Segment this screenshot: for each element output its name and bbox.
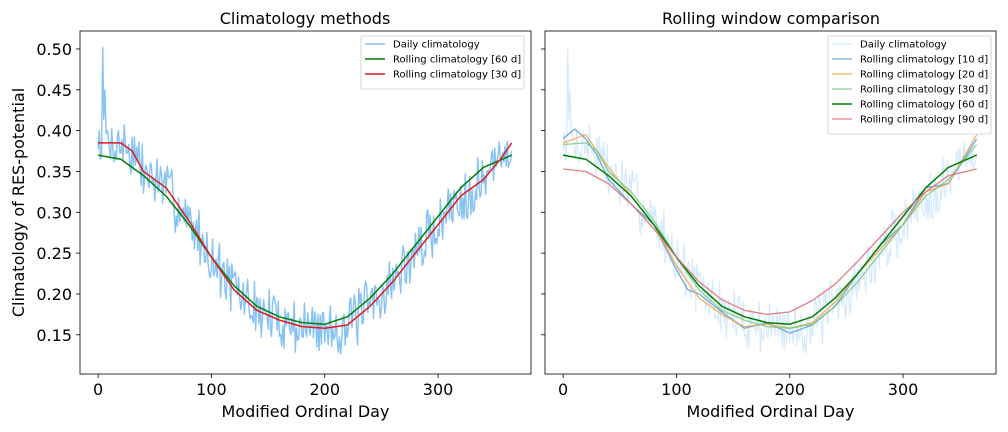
x-tick-label: 100 [196,380,227,399]
x-tick-label: 0 [558,380,568,399]
y-tick-label: 0.15 [36,326,72,345]
legend-label: Daily climatology [393,40,480,51]
legend: Daily climatology Rolling climatology [60… [360,35,525,90]
x-tick-label: 100 [661,380,692,399]
x-tick-label: 200 [774,380,805,399]
x-tick-label: 0 [93,380,103,399]
x-tick-label: 300 [888,380,919,399]
legend-box [360,35,525,90]
axes-frame [544,30,997,375]
x-axis-label: Modified Ordinal Day [687,402,855,421]
legend-label: Rolling climatology [10 d] [860,55,988,66]
series-line-1 [97,46,513,355]
y-tick-label: 0.25 [36,244,72,263]
y-tick-label: 0.40 [36,122,72,141]
legend-label: Rolling climatology [30 d] [393,70,521,81]
series-line-1 [562,46,978,354]
y-tick-label: 0.20 [36,285,72,304]
chart-panel-1: 0 100 200 300 0.15 0.20 0.25 0.30 0.35 0.40 0.45 0.… [9,9,532,421]
axes-frame [79,30,532,375]
series-line-5 [562,154,977,325]
y-axis-label: Climatology of RES-potential [9,88,28,317]
legend-label: Rolling climatology [20 d] [860,70,988,81]
legend-box [827,35,992,135]
series-group [562,46,978,354]
y-tick-label: 0.45 [36,81,72,100]
legend-label: Rolling climatology [90 d] [860,115,988,126]
series-line-4 [563,142,978,329]
chart-panel-2: 0 100 200 300 Rolling window comparison Modif… [541,9,997,421]
legend-label: Rolling climatology [60 d] [860,100,988,111]
y-tick-label: 0.50 [36,40,72,59]
x-axis-label: Modified Ordinal Day [222,402,390,421]
series-line-2 [97,154,512,325]
legend-label: Daily climatology [860,40,947,51]
chart-title: Climatology methods [220,9,391,28]
x-tick-label: 300 [423,380,454,399]
series-line-6 [563,168,977,316]
chart-title: Rolling window comparison [662,9,880,28]
legend-label: Rolling climatology [60 d] [393,55,521,66]
series-line-3 [98,142,513,330]
legend-label: Rolling climatology [30 d] [860,85,988,96]
legend: Daily climatology Rolling climatology [10… [827,35,992,135]
y-tick-label: 0.35 [36,162,72,181]
x-tick-label: 200 [309,380,340,399]
y-tick-label: 0.30 [36,203,72,222]
series-group [97,46,513,355]
